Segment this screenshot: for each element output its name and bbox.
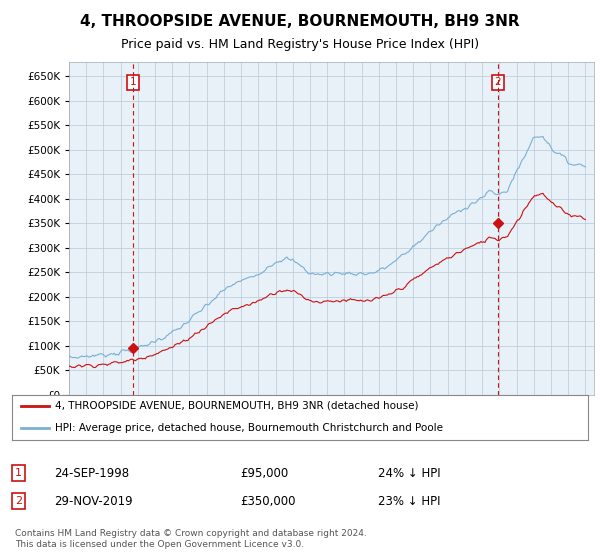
Text: Contains HM Land Registry data © Crown copyright and database right 2024.
This d: Contains HM Land Registry data © Crown c… [15, 529, 367, 549]
Text: 24-SEP-1998: 24-SEP-1998 [54, 466, 129, 480]
Text: 2: 2 [15, 496, 22, 506]
Text: 1: 1 [130, 77, 137, 87]
Text: 1: 1 [15, 468, 22, 478]
Text: 23% ↓ HPI: 23% ↓ HPI [378, 494, 440, 508]
Text: £350,000: £350,000 [240, 494, 296, 508]
Text: 29-NOV-2019: 29-NOV-2019 [54, 494, 133, 508]
Text: 4, THROOPSIDE AVENUE, BOURNEMOUTH, BH9 3NR: 4, THROOPSIDE AVENUE, BOURNEMOUTH, BH9 3… [80, 14, 520, 29]
Text: Price paid vs. HM Land Registry's House Price Index (HPI): Price paid vs. HM Land Registry's House … [121, 38, 479, 50]
Text: 2: 2 [494, 77, 501, 87]
Text: 24% ↓ HPI: 24% ↓ HPI [378, 466, 440, 480]
Text: HPI: Average price, detached house, Bournemouth Christchurch and Poole: HPI: Average price, detached house, Bour… [55, 423, 443, 433]
Text: 4, THROOPSIDE AVENUE, BOURNEMOUTH, BH9 3NR (detached house): 4, THROOPSIDE AVENUE, BOURNEMOUTH, BH9 3… [55, 401, 419, 411]
Text: £95,000: £95,000 [240, 466, 288, 480]
